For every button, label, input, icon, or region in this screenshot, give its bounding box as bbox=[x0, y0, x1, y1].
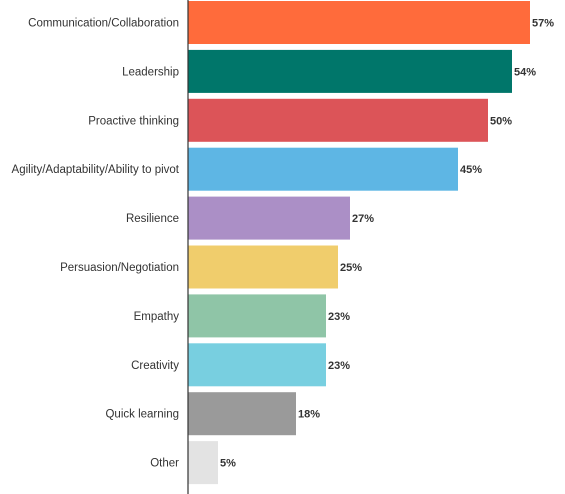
value-label-2: 50% bbox=[490, 115, 512, 127]
bar-9 bbox=[188, 441, 218, 485]
category-label-9: Other bbox=[150, 458, 179, 470]
category-label-4: Resilience bbox=[126, 213, 179, 225]
bar-8 bbox=[188, 392, 296, 436]
category-label-5: Persuasion/Negotiation bbox=[60, 262, 179, 274]
bar-0 bbox=[188, 1, 530, 44]
category-label-8: Quick learning bbox=[105, 409, 179, 421]
value-label-9: 5% bbox=[220, 458, 236, 470]
bar-3 bbox=[188, 147, 458, 191]
value-label-0: 57% bbox=[532, 18, 554, 30]
bar-4 bbox=[188, 196, 350, 240]
bars-group bbox=[188, 1, 530, 485]
value-label-7: 23% bbox=[328, 360, 350, 372]
bar-5 bbox=[188, 245, 338, 289]
category-label-2: Proactive thinking bbox=[88, 115, 179, 127]
category-label-6: Empathy bbox=[134, 311, 180, 323]
value-label-3: 45% bbox=[460, 164, 482, 176]
category-label-3: Agility/Adaptability/Ability to pivot bbox=[12, 164, 180, 176]
category-label-1: Leadership bbox=[122, 66, 179, 78]
value-label-1: 54% bbox=[514, 66, 536, 78]
value-labels-group: 57% 54% 50% 45% 27% 25% 23% 23% 18% 5% bbox=[220, 18, 554, 470]
value-label-6: 23% bbox=[328, 311, 350, 323]
bar-2 bbox=[188, 98, 488, 142]
value-label-5: 25% bbox=[340, 262, 362, 274]
bar-1 bbox=[188, 49, 512, 93]
category-labels-group: Communication/Collaboration Leadership Pro… bbox=[12, 18, 180, 470]
category-label-7: Creativity bbox=[131, 360, 179, 372]
category-label-0: Communication/Collaboration bbox=[28, 18, 179, 30]
bar-6 bbox=[188, 294, 326, 338]
value-label-8: 18% bbox=[298, 409, 320, 421]
bar-7 bbox=[188, 343, 326, 387]
value-label-4: 27% bbox=[352, 213, 374, 225]
